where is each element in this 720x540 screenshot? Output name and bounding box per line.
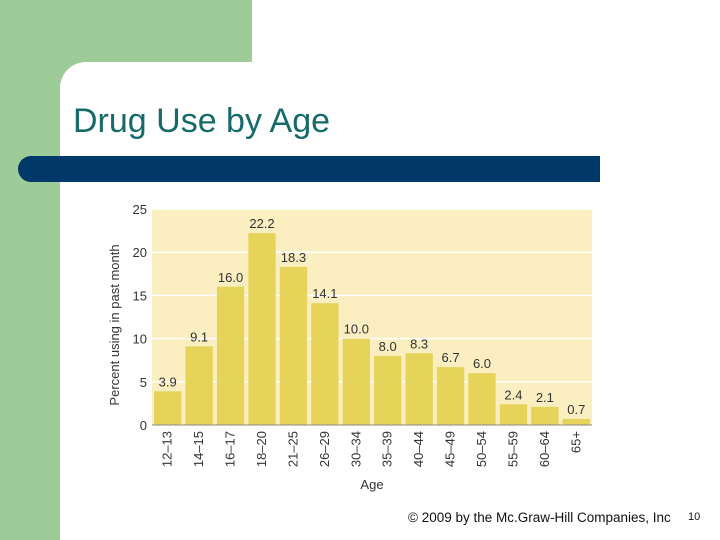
bar-value-label: 16.0 bbox=[218, 270, 243, 285]
bar-value-label: 10.0 bbox=[344, 322, 369, 337]
bar-12–13 bbox=[154, 391, 182, 425]
bar-value-label: 6.7 bbox=[442, 350, 460, 365]
bar-value-label: 2.4 bbox=[504, 387, 522, 402]
y-tick-label: 10 bbox=[133, 332, 147, 347]
bar-value-label: 14.1 bbox=[312, 286, 337, 301]
bar-value-label: 0.7 bbox=[567, 402, 585, 417]
bar-value-label: 3.9 bbox=[159, 374, 177, 389]
bar-value-label: 6.0 bbox=[473, 356, 491, 371]
y-tick-label: 15 bbox=[133, 288, 147, 303]
bar-value-label: 8.3 bbox=[410, 336, 428, 351]
y-tick-label: 5 bbox=[140, 375, 147, 390]
bar-35–39 bbox=[374, 355, 402, 425]
x-tick-label: 26–29 bbox=[317, 431, 332, 467]
x-tick-label: 65+ bbox=[568, 431, 583, 453]
x-tick-label: 12–13 bbox=[160, 431, 175, 467]
bar-value-label: 22.2 bbox=[249, 216, 274, 231]
bar-16–17 bbox=[216, 286, 245, 425]
x-axis-label: Age bbox=[360, 477, 383, 492]
x-tick-label: 35–39 bbox=[380, 431, 395, 467]
y-axis-label: Percent using in past month bbox=[107, 244, 122, 405]
bar-21–25 bbox=[279, 266, 308, 425]
bar-chart: 3.9 9.1 16.0 22.2 18.3 14.1 10.0 8.0 8.3 6.7 6.0 2.… bbox=[107, 202, 592, 492]
y-tick-label: 25 bbox=[133, 202, 147, 217]
x-tick-label: 45–49 bbox=[443, 431, 458, 467]
bar-30–34 bbox=[342, 338, 370, 425]
page-number: 10 bbox=[688, 511, 701, 523]
slide-title: Drug Use by Age bbox=[73, 102, 331, 140]
x-tick-label: 40–44 bbox=[411, 431, 426, 467]
bar-value-label: 8.0 bbox=[379, 339, 397, 354]
x-tick-label: 21–25 bbox=[285, 431, 300, 467]
bar-value-label: 9.1 bbox=[190, 329, 208, 344]
x-tick-label: 14–15 bbox=[191, 431, 206, 467]
bar-60–64 bbox=[531, 406, 559, 425]
bar-18–20 bbox=[248, 233, 276, 425]
bar-26–29 bbox=[311, 303, 339, 425]
x-tick-label: 30–34 bbox=[348, 431, 363, 467]
bars: 3.9 9.1 16.0 22.2 18.3 14.1 10.0 8.0 8.3 6.7 6.0 2.… bbox=[154, 216, 590, 425]
x-tick-label: 18–20 bbox=[254, 431, 269, 467]
x-tick-label: 50–54 bbox=[474, 431, 489, 467]
bar-value-label: 18.3 bbox=[281, 250, 306, 265]
copyright-footer: © 2009 by the Mc.Graw-Hill Companies, In… bbox=[408, 510, 671, 525]
bar-14–15 bbox=[185, 346, 213, 425]
bar-value-label: 2.1 bbox=[536, 390, 554, 405]
bar-45–49 bbox=[436, 367, 465, 425]
title-divider-bar bbox=[18, 156, 600, 182]
x-tick-label: 60–64 bbox=[537, 431, 552, 467]
y-tick-label: 20 bbox=[133, 245, 147, 260]
bar-55–59 bbox=[499, 404, 528, 425]
x-tick-label: 55–59 bbox=[505, 431, 520, 467]
y-tick-label: 0 bbox=[140, 418, 147, 433]
bar-50–54 bbox=[468, 373, 496, 425]
bar-40–44 bbox=[405, 353, 433, 425]
axis-ticks: 0 5 10 15 20 25 12–13 14–15 16–17 18–20 21–25 26–29… bbox=[133, 202, 584, 467]
x-tick-label: 16–17 bbox=[223, 431, 238, 467]
bar-65+ bbox=[562, 418, 590, 425]
